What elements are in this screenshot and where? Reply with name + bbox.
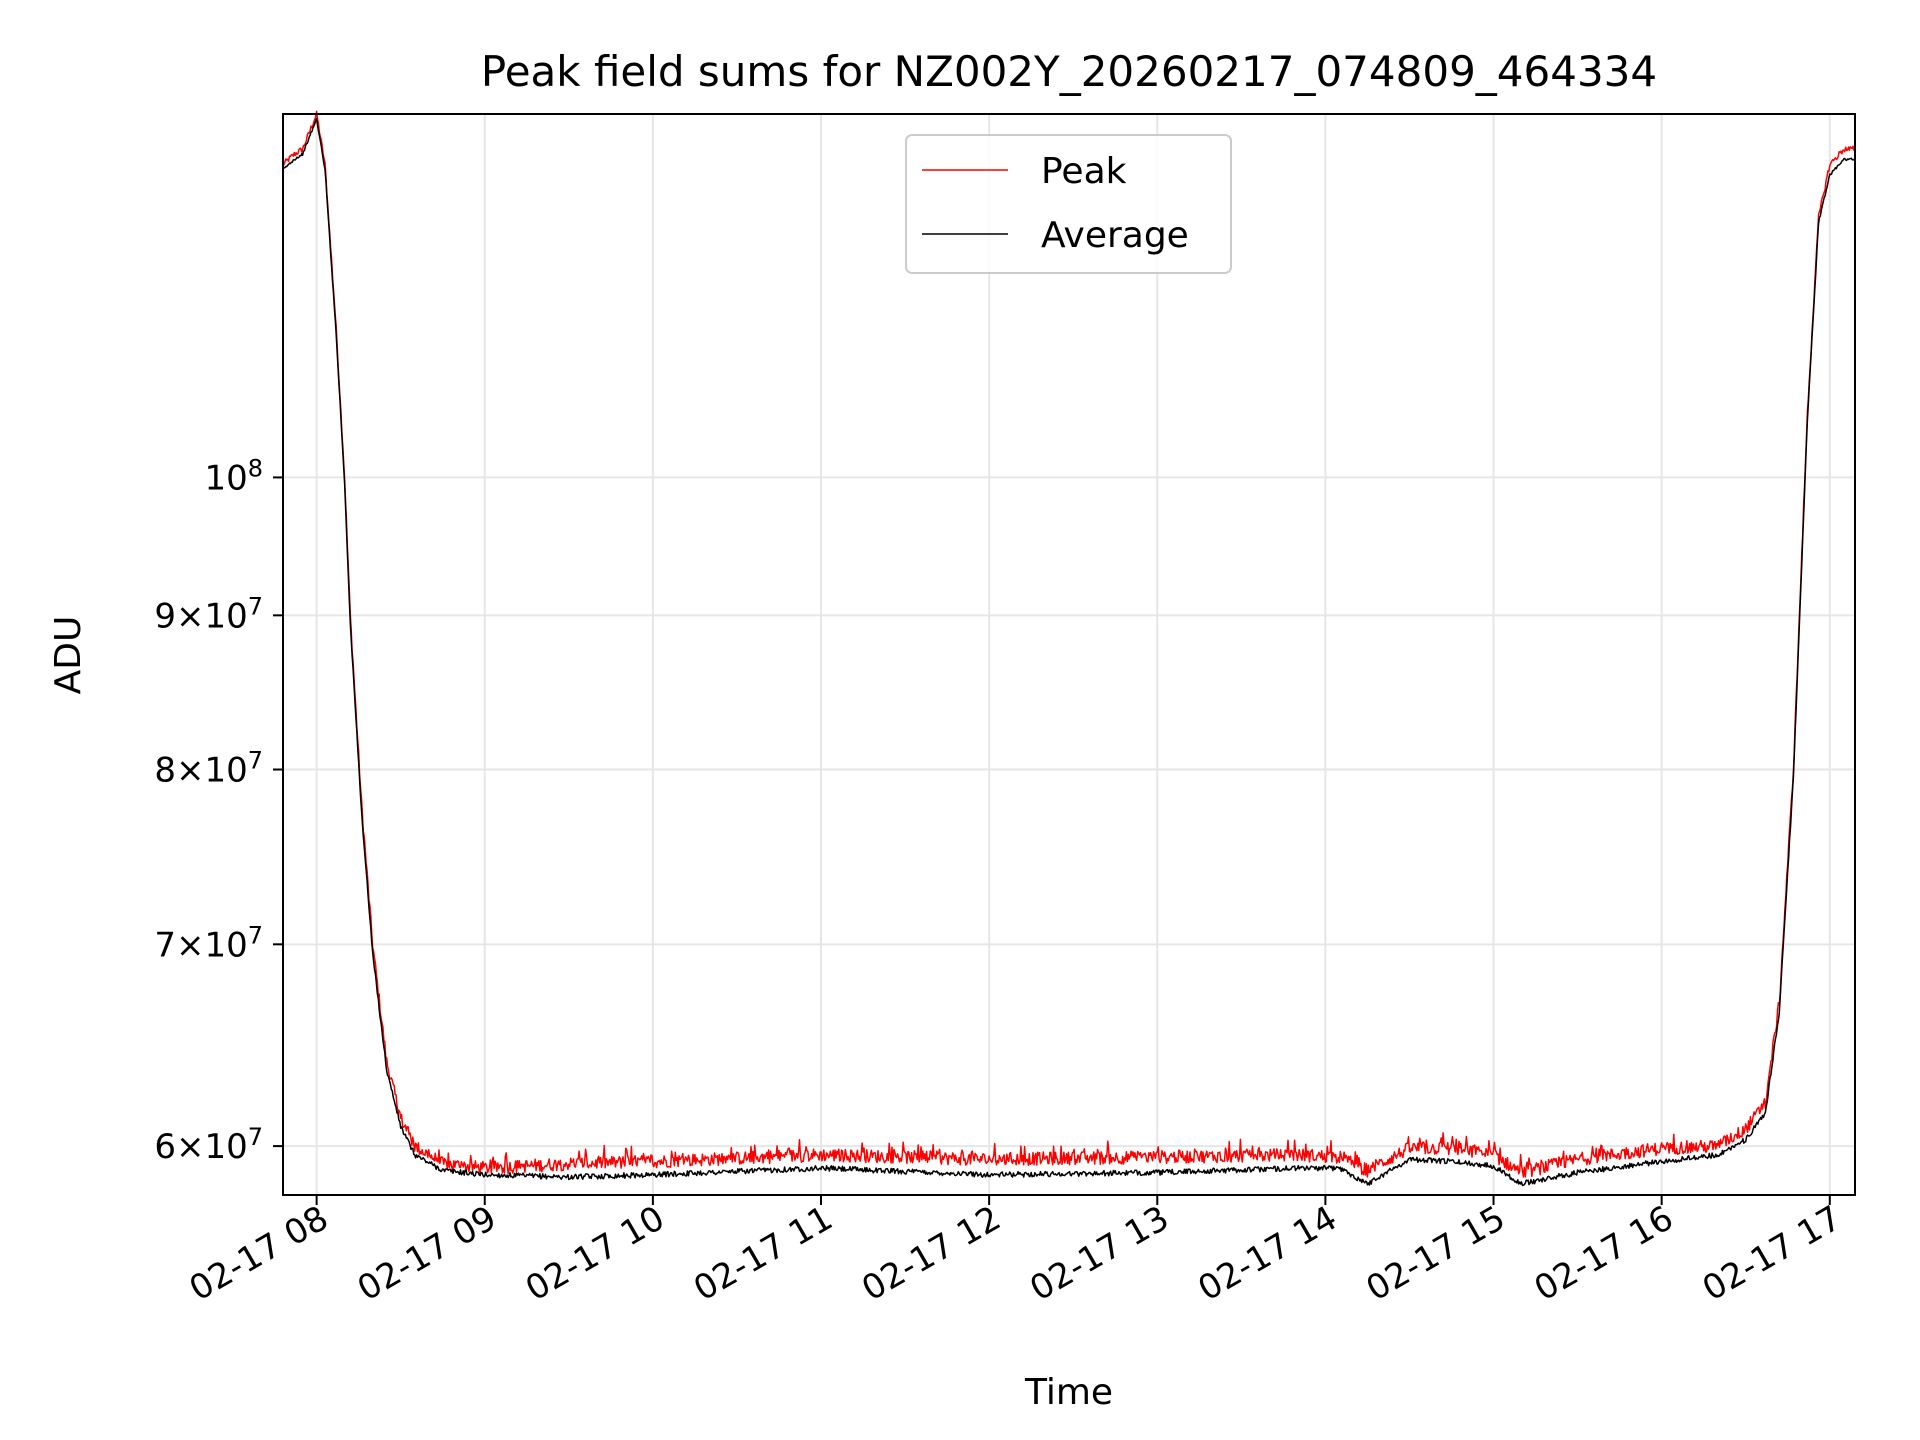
- y-tick-label-part: 7: [248, 1123, 263, 1151]
- series-line-average: [282, 117, 1855, 1187]
- y-tick-label-part: ×: [176, 1127, 205, 1167]
- y-tick-label-part: ×: [176, 596, 205, 636]
- y-tick-label-part: ×: [176, 751, 205, 791]
- y-tick-label-part: 10: [204, 458, 247, 498]
- y-tick-label-part: 8: [248, 454, 263, 482]
- y-tick-label: 7×107: [154, 921, 263, 965]
- legend: Peak Average: [905, 134, 1232, 274]
- plot-area: [282, 110, 1856, 1187]
- y-tick-label: 8×107: [154, 746, 263, 790]
- series-line-peak: [282, 110, 1856, 1178]
- y-tick-label-part: 8: [154, 751, 176, 791]
- y-tick-label-part: 7: [248, 592, 263, 620]
- y-tick-label: 9×107: [154, 592, 263, 636]
- y-axis-label: ADU: [48, 616, 89, 695]
- y-tick-label-part: 10: [204, 596, 247, 636]
- y-tick-label-part: 7: [248, 921, 263, 949]
- y-tick-label: 6×107: [154, 1123, 263, 1167]
- y-tick-label-part: 10: [204, 1127, 247, 1167]
- y-tick-label: 108: [204, 454, 263, 498]
- chart-title: Peak field sums for NZ002Y_20260217_0748…: [481, 47, 1657, 96]
- x-axis-label: Time: [1024, 1372, 1113, 1413]
- y-tick-label-part: 7: [154, 925, 176, 965]
- legend-label-average: Average: [1041, 215, 1189, 256]
- y-tick-label-part: 9: [154, 596, 176, 636]
- legend-label-peak: Peak: [1041, 151, 1127, 192]
- y-tick-label-part: 10: [204, 925, 247, 965]
- y-tick-label-part: 6: [154, 1127, 176, 1167]
- y-tick-label-part: ×: [176, 925, 205, 965]
- y-tick-label-part: 7: [248, 746, 263, 774]
- axes-frame: [282, 113, 1856, 1196]
- y-tick-label-part: 10: [204, 751, 247, 791]
